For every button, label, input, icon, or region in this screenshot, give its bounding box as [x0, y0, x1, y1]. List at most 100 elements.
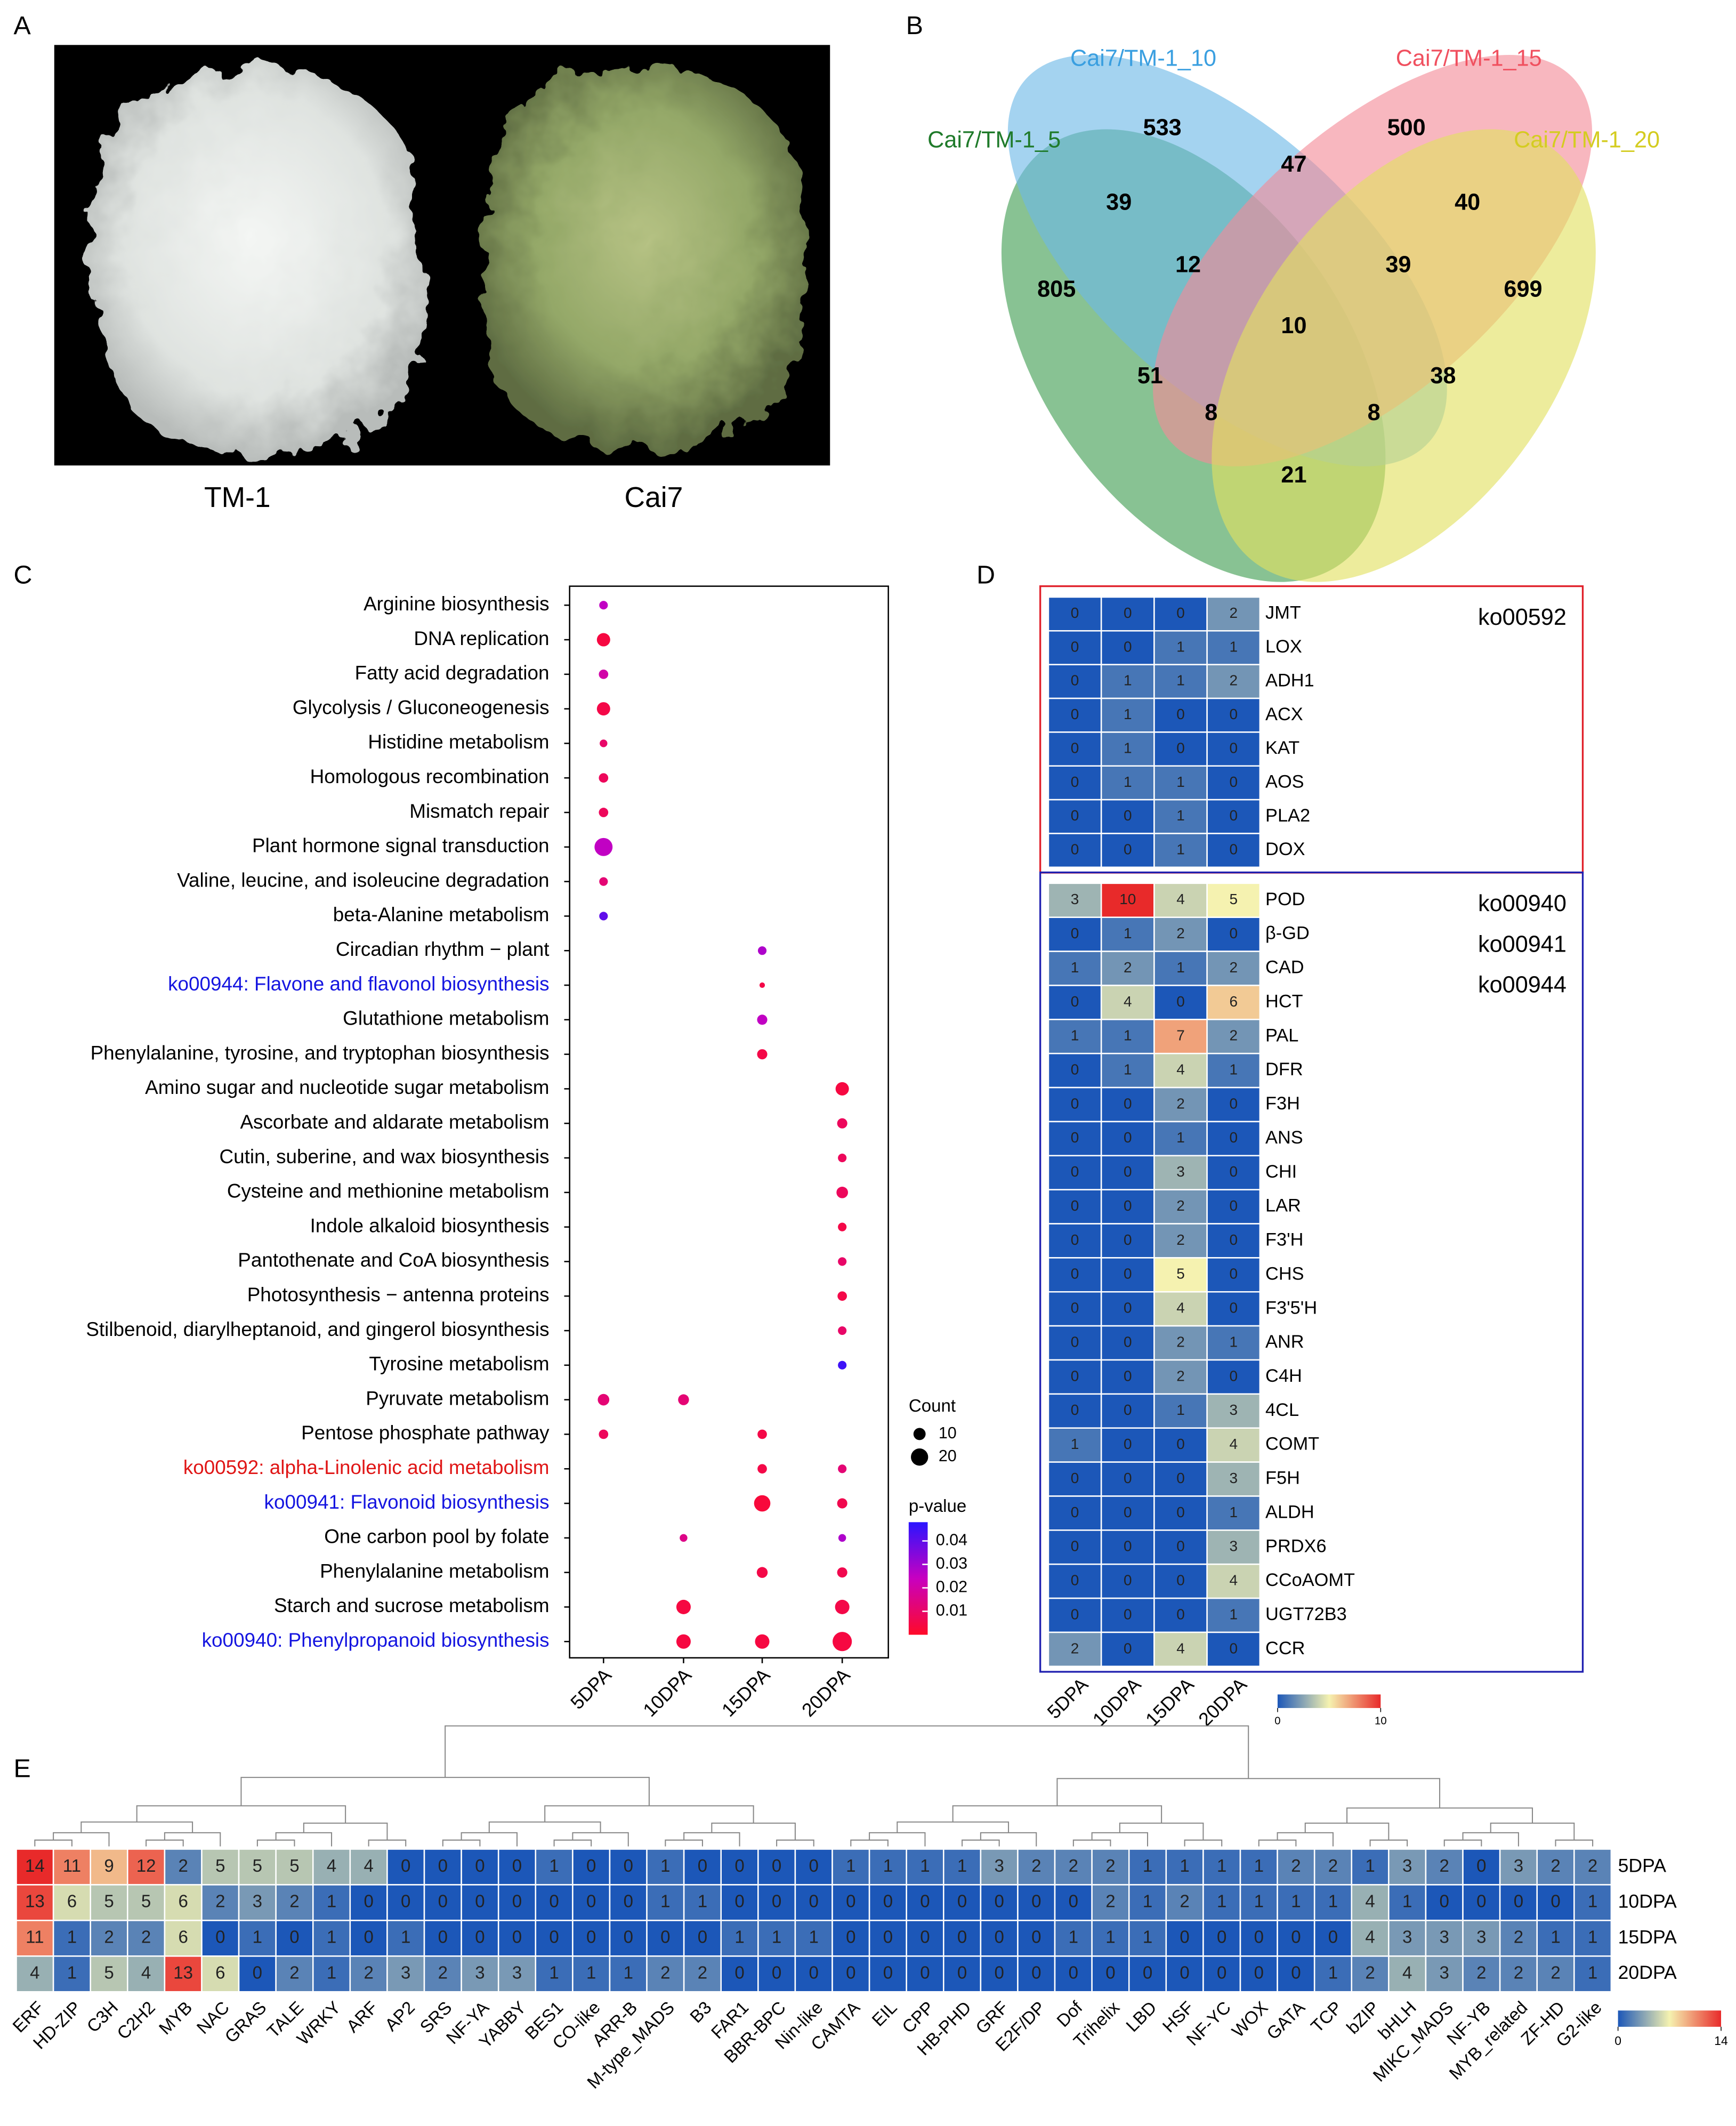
heat-cell [1153, 596, 1208, 632]
cell-value: 2 [178, 1856, 188, 1876]
cell-value: 0 [1476, 1856, 1486, 1876]
cell-value: 0 [1229, 1640, 1238, 1656]
cell-value: 0 [1071, 774, 1079, 790]
gene-label: PRDX6 [1265, 1536, 1327, 1556]
heat-cell [349, 1955, 388, 1993]
size-legend-title: Count [909, 1396, 956, 1416]
cell-value: 2 [698, 1963, 707, 1983]
venn-count: 40 [1455, 189, 1480, 215]
heat-cell [1573, 1955, 1612, 1993]
color-legend-label: 0.01 [936, 1601, 967, 1620]
cell-value: 0 [438, 1856, 448, 1876]
pathway-label: Indole alkaloid biosynthesis [310, 1214, 550, 1236]
venn-count: 805 [1037, 276, 1076, 302]
dendrogram-branch [665, 1839, 703, 1847]
cell-value: 5 [1229, 891, 1238, 907]
heat-cell [497, 1884, 537, 1921]
cell-value: 1 [1176, 807, 1185, 824]
cell-value: 0 [1229, 1129, 1238, 1146]
cell-value: 1 [1124, 739, 1132, 756]
dot [838, 1153, 847, 1163]
cell-value: 1 [1071, 959, 1079, 976]
dot [757, 1464, 767, 1474]
heat-cell [1206, 985, 1261, 1020]
colorbar-label: 0 [1274, 1716, 1280, 1727]
dendrogram-branch [368, 1839, 407, 1847]
dendrogram-branch [461, 1832, 518, 1847]
heat-cell [1047, 951, 1102, 986]
cell-value: 2 [1551, 1963, 1560, 1983]
colorbar [1618, 2010, 1722, 2027]
heat-cell [1206, 951, 1261, 986]
cotton-green [483, 68, 805, 449]
cell-value: 2 [289, 1963, 299, 1983]
heat-cell [1153, 697, 1208, 733]
heat-cell [1206, 1223, 1261, 1259]
cell-value: 0 [1229, 706, 1238, 722]
pathway-label: Pyruvate metabolism [366, 1387, 549, 1409]
cell-value: 0 [1176, 1538, 1185, 1555]
cell-value: 1 [1176, 1402, 1185, 1418]
cell-value: 0 [438, 1892, 448, 1912]
dot [599, 601, 608, 610]
dot [600, 739, 608, 747]
cell-value: 0 [1229, 1163, 1238, 1180]
venn-set-label: Cai7/TM-1_15 [1396, 46, 1542, 71]
gene-label: C4H [1265, 1366, 1302, 1386]
cell-value: 2 [1229, 1027, 1238, 1044]
cell-value: 0 [1124, 605, 1132, 621]
plot-frame [569, 585, 889, 1659]
gene-label: PAL [1265, 1025, 1298, 1045]
heat-cell [943, 1884, 982, 1921]
dendrogram-branch [136, 1805, 346, 1823]
heat-cell [1047, 1631, 1102, 1668]
dot [755, 1634, 770, 1649]
gene-label: POD [1265, 889, 1305, 909]
cell-value: 2 [1176, 1197, 1185, 1214]
cell-value: 14 [25, 1856, 45, 1876]
heat-cell [1100, 1631, 1155, 1668]
cell-value: 2 [1069, 1856, 1078, 1876]
cell-value: 3 [1402, 1856, 1412, 1876]
dendrogram-branch [544, 1805, 754, 1823]
cell-value: 2 [1514, 1963, 1523, 1983]
cell-value: 0 [1229, 1367, 1238, 1384]
cell-value: 3 [1229, 1538, 1238, 1555]
heat-cell [683, 1955, 722, 1993]
cell-value: 1 [1105, 1928, 1115, 1947]
heat-cell [164, 1920, 203, 1957]
pathway-label: Cysteine and methionine metabolism [227, 1180, 550, 1202]
cell-value: 0 [475, 1892, 485, 1912]
pathway-label: Phenylalanine, tyrosine, and tryptophan … [91, 1042, 550, 1064]
cell-value: 0 [1551, 1892, 1560, 1912]
heat-cell [609, 1955, 648, 1993]
dendrogram-branch [1056, 1778, 1441, 1808]
cell-value: 0 [846, 1928, 855, 1947]
dot [838, 1222, 847, 1231]
heat-cell [1206, 1359, 1261, 1395]
pathway-label: Photosynthesis − antenna proteins [247, 1284, 550, 1306]
heat-cell [1462, 1955, 1501, 1993]
cell-value: 0 [1229, 739, 1238, 756]
cell-value: 5 [1176, 1266, 1185, 1282]
heat-cell [720, 1920, 759, 1957]
cell-value: 6 [178, 1928, 188, 1947]
heat-cell [1153, 664, 1208, 699]
cell-value: 2 [1365, 1963, 1375, 1983]
heat-cell [1206, 630, 1261, 665]
heat-cell [1573, 1848, 1612, 1886]
dendrogram-branch [553, 1839, 592, 1847]
cell-value: 3 [1440, 1963, 1449, 1983]
cell-value: 0 [1071, 841, 1079, 858]
x-label: 20DPA [1194, 1673, 1251, 1730]
size-legend-label: 10 [939, 1424, 957, 1442]
cell-value: 1 [1402, 1892, 1412, 1912]
dot [838, 1464, 847, 1473]
cell-value: 1 [327, 1928, 336, 1947]
dot [838, 1534, 846, 1542]
cell-value: 0 [289, 1928, 299, 1947]
heat-cell [1128, 1955, 1167, 1993]
heat-cell [1047, 985, 1102, 1020]
cell-value: 0 [809, 1856, 819, 1876]
cell-value: 4 [364, 1856, 373, 1876]
